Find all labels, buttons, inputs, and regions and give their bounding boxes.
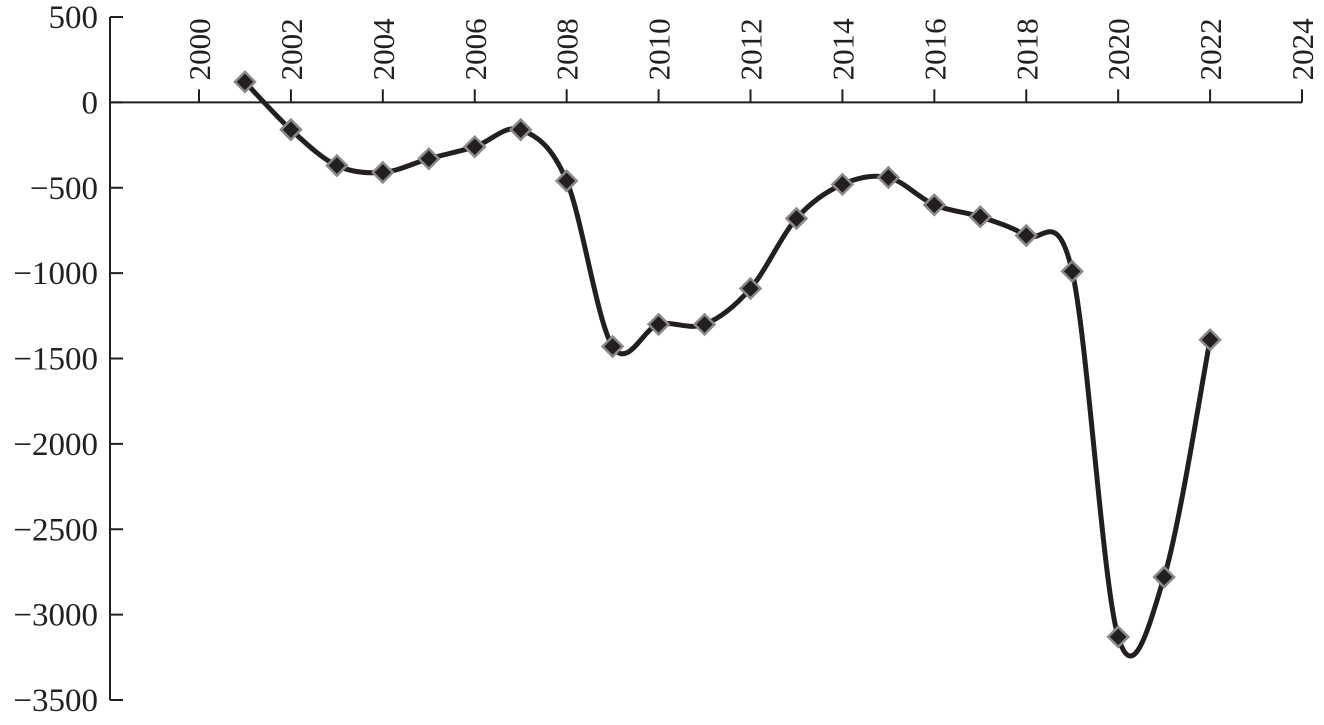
data-point-marker (554, 169, 579, 193)
data-point-marker (1060, 259, 1084, 284)
x-tick-label: 2018 (1009, 18, 1044, 80)
y-tick-label: −3000 (13, 598, 98, 634)
x-tick-label: 2014 (825, 18, 860, 81)
y-tick-label: −3500 (13, 683, 98, 719)
data-point-marker (325, 153, 349, 178)
data-point-marker (279, 117, 303, 142)
data-point-marker (876, 165, 901, 190)
data-point-marker (600, 334, 625, 359)
x-tick-label: 2008 (550, 18, 585, 80)
y-tick-label: −2000 (13, 427, 98, 463)
x-tick-label: 2010 (642, 18, 677, 80)
data-point-marker (830, 172, 855, 197)
y-tick-label: 500 (49, 0, 99, 36)
data-point-marker (1106, 625, 1130, 649)
y-tick-label: −500 (30, 171, 98, 207)
data-point-marker (508, 117, 533, 142)
y-axis: 500 0 −500 −1000 −1500 −2000 −2500 −3000 −3500 (13, 0, 123, 719)
data-point-marker (692, 312, 717, 337)
data-point-marker (738, 276, 763, 301)
data-point-marker (922, 193, 947, 217)
data-point-marker (968, 205, 993, 229)
x-tick-label: 2006 (458, 18, 493, 80)
y-tick-label: −2500 (13, 512, 98, 548)
x-tick-label: 2020 (1101, 18, 1136, 80)
data-point-marker (417, 146, 441, 171)
x-axis: 2000 2002 2004 2006 2008 2010 2012 2014 2016 2018… (110, 18, 1320, 104)
x-tick-label: 2024 (1285, 18, 1320, 81)
data-point-marker (462, 135, 487, 159)
data-point-marker (371, 160, 395, 185)
x-tick-label: 2012 (734, 18, 769, 80)
data-point-marker (646, 312, 671, 337)
x-tick-label: 2016 (917, 18, 952, 80)
data-point-marker (784, 206, 809, 231)
data-point-marker (1152, 565, 1176, 589)
series (233, 70, 1222, 659)
x-tick-label: 2002 (274, 18, 309, 80)
y-tick-label: −1000 (13, 256, 98, 292)
x-tick-label: 2004 (366, 18, 401, 81)
data-point-marker (233, 70, 257, 94)
data-point-marker (1198, 327, 1222, 352)
y-tick-label: −1500 (13, 342, 98, 378)
x-tick-label: 2000 (182, 18, 217, 80)
y-tick-label: 0 (82, 85, 99, 121)
data-point-marker (1014, 223, 1039, 248)
x-tick-label: 2022 (1193, 18, 1228, 80)
